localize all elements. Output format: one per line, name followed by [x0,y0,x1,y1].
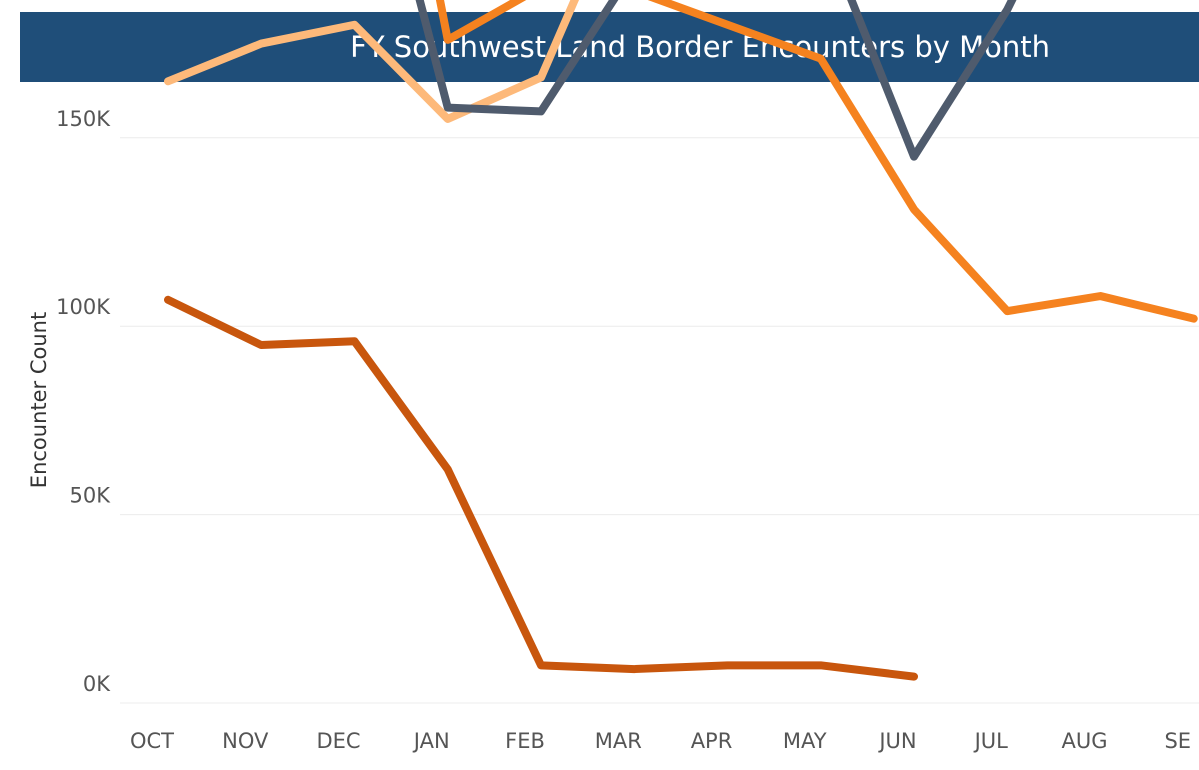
x-tick-label: MAR [595,729,642,753]
y-tick-label: 0K [83,672,111,696]
x-tick-label: AUG [1061,729,1107,753]
y-axis-ticks: 0K50K100K150K200K250K300K [56,107,112,696]
x-tick-label: NOV [222,729,269,753]
x-tick-label: FEB [505,729,545,753]
x-tick-label: JUL [973,729,1009,753]
series-line-1 [164,0,580,123]
series-line-4 [164,295,918,681]
y-tick-label: 150K [56,107,111,131]
x-tick-label: JUN [877,729,916,753]
y-tick-label: 50K [70,484,112,508]
x-tick-label: DEC [316,729,360,753]
x-tick-label: APR [691,729,733,753]
x-tick-label: OCT [130,729,174,753]
series-lines [164,0,1198,681]
x-tick-label: MAY [783,729,827,753]
gridlines [120,137,1199,704]
x-axis-ticks: OCT NOV DEC JAN FEB MAR APR MAY JUN JUL AUG SE [130,729,1191,753]
series-line-2 [435,0,1198,323]
chart-title: FY Southwest Land Border Encounters by M… [350,30,1050,64]
y-axis-label: Encounter Count [27,312,51,488]
x-tick-label: JAN [412,729,450,753]
x-tick-label: SE [1164,729,1191,753]
series-line-3 [415,0,1017,161]
y-tick-label: 100K [56,295,111,319]
